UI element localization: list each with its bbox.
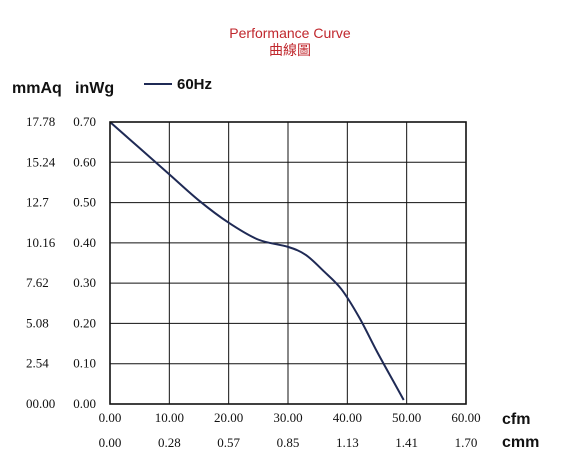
- y-tick-label-mmaq: 7.62: [26, 275, 49, 290]
- legend-label-60hz: 60Hz: [177, 76, 212, 93]
- x-tick-label-cmm: 0.00: [99, 435, 122, 450]
- x-tick-label-cmm: 1.13: [336, 435, 359, 450]
- y-unit-inwg: inWg: [75, 80, 114, 97]
- x-tick-label-cmm: 0.28: [158, 435, 181, 450]
- x-tick-label-cfm: 30.00: [273, 410, 302, 425]
- plot-grid: [110, 122, 466, 404]
- x-tick-label-cfm: 50.00: [392, 410, 421, 425]
- x-tick-label-cmm: 1.41: [395, 435, 418, 450]
- y-tick-label-inwg: 0.40: [73, 235, 96, 250]
- x-tick-label-cfm: 60.00: [451, 410, 480, 425]
- x-tick-label-cmm: 1.70: [455, 435, 478, 450]
- x-tick-label-cmm: 0.85: [277, 435, 300, 450]
- y-tick-label-inwg: 0.70: [73, 114, 96, 129]
- chart-title: Performance Curve: [229, 25, 351, 41]
- y-tick-label-inwg: 0.50: [73, 195, 96, 210]
- y-unit-mmaq: mmAq: [12, 80, 62, 97]
- x-tick-label-cfm: 0.00: [99, 410, 122, 425]
- y-tick-label-mmaq: 5.08: [26, 315, 49, 330]
- plot-frame: [109, 121, 467, 405]
- y-tick-label-mmaq: 17.78: [26, 114, 55, 129]
- x-tick-label-cmm: 0.57: [217, 435, 240, 450]
- y-tick-label-inwg: 0.30: [73, 275, 96, 290]
- y-tick-label-mmaq: 12.7: [26, 195, 49, 210]
- x-unit-cmm: cmm: [502, 434, 539, 451]
- series-layer: [109, 121, 405, 401]
- x-tick-label-cfm: 20.00: [214, 410, 243, 425]
- series-line-60hz: [109, 121, 405, 401]
- x-tick-label-cfm: 10.00: [155, 410, 184, 425]
- y-tick-label-mmaq: 00.00: [26, 396, 55, 411]
- x-unit-cfm: cfm: [502, 411, 530, 428]
- y-tick-label-inwg: 0.60: [73, 154, 96, 169]
- tick-labels: 0.00 0.10 0.20 0.30 0.40 0.50 0.60 0.70 00.00 2.5…: [26, 114, 481, 450]
- x-tick-label-cfm: 40.00: [333, 410, 362, 425]
- y-tick-label-inwg: 0.10: [73, 356, 96, 371]
- y-tick-label-inwg: 0.20: [73, 315, 96, 330]
- y-tick-label-mmaq: 10.16: [26, 235, 56, 250]
- y-tick-label-mmaq: 15.24: [26, 154, 56, 169]
- y-tick-label-inwg: 0.00: [73, 396, 96, 411]
- chart-subtitle: 曲線圖: [269, 42, 311, 58]
- y-tick-label-mmaq: 2.54: [26, 356, 49, 371]
